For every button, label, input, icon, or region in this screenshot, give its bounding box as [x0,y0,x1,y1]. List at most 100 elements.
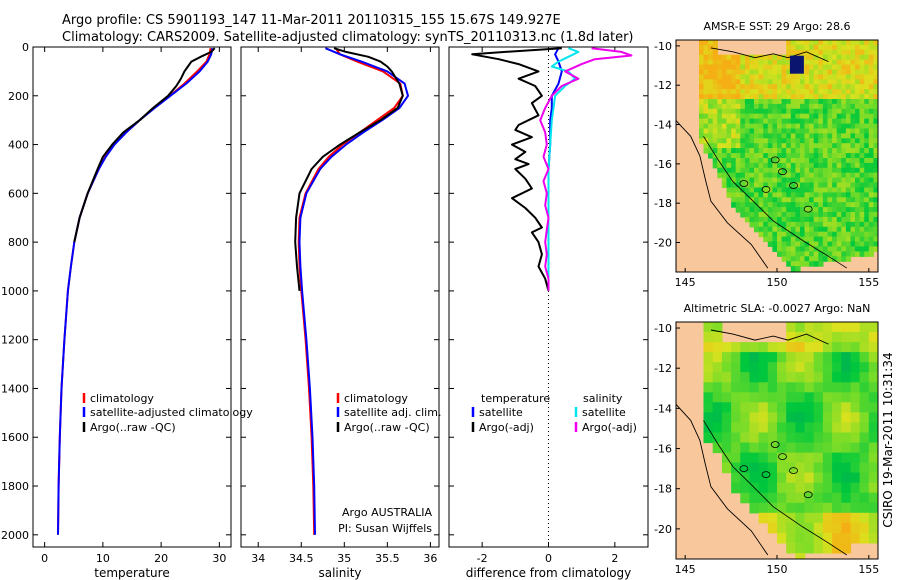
sst-map-cell [777,192,783,198]
sst-map-cell [855,167,861,174]
sla-map-cell [740,412,751,423]
sla-map-cell [841,352,852,363]
sst-map-cell [772,216,778,223]
sst-map-cell [850,251,856,257]
sst-map-cell [813,158,819,164]
sst-map-cell [841,49,847,56]
sst-map-cell [795,216,801,223]
sst-map-cell [731,128,737,134]
sst-map-cell [822,118,829,125]
sst-map-cell [772,59,778,66]
sst-map-cell [813,187,819,193]
sla-map-cell [786,352,796,363]
sst-map-cell [735,108,741,115]
sst-map-cell [790,246,796,252]
sst-map-cell [822,59,829,66]
sst-map-cell [744,108,751,115]
sst-map-cell [809,108,815,115]
sst-map-cell [850,167,856,174]
sla-map-cell [749,472,760,484]
sst-map-cell [855,216,861,223]
sst-map-cell [731,172,737,179]
sst-map-cell [868,182,874,188]
sst-map-cell [763,84,769,90]
sla-map-cell [749,462,760,474]
sst-map-cell [841,207,847,213]
sst-map-cell [763,138,769,144]
sst-map-cell [767,103,773,110]
sst-map-cell [841,40,847,46]
sst-map-cell [822,113,829,120]
sst-map-cell [726,64,732,71]
sla-map-cell [777,412,787,423]
sst-map-cell [717,143,723,149]
sla-map-cell [749,362,760,373]
sst-map-cell [845,241,852,247]
sst-map-cell [726,143,732,149]
sst-map-cell [836,79,842,85]
sst-map-cell [721,99,728,105]
sst-map-cell [845,74,852,80]
salinity-legend-climatology-label: climatology [344,392,408,405]
sla-map-cell [795,452,806,464]
sst-map-cell [832,207,838,213]
sla-map-cell [777,422,787,433]
difference-xtick-label: -2 [477,552,488,565]
sst-map-cell [850,192,856,198]
sst-map-cell [749,89,755,95]
sst-map-cell [731,79,737,85]
sst-map-cell [864,197,870,203]
sla-map-cell [758,482,769,494]
sst-map-cell [859,212,865,218]
sst-map-cell [721,84,728,90]
sst-map-cell [873,236,878,243]
sla-map-cell [721,352,732,363]
sst-map-cell [790,226,796,233]
sla-map-cell [813,432,824,444]
sst-map-cell [845,103,852,110]
sla-map-cell [767,502,778,514]
sst-map-cell [868,202,874,208]
sst-map-cell [845,202,852,208]
sla-map-reef-outline [770,441,780,448]
sst-map-cell [873,123,878,130]
sst-map-cell [809,138,815,144]
sst-map-cell [781,94,787,100]
sst-map-cell [712,148,718,154]
sla-map-cell [822,442,833,454]
sla-map-cell [813,542,824,554]
sst-map-cell [781,212,787,218]
sst-map-cell [832,64,838,71]
sst-map-cell [804,143,810,149]
sla-map-cell [740,422,751,433]
sst-map-cell [827,246,833,252]
sst-map-cell [818,40,824,46]
sst-map-cell [809,103,815,110]
sst-map-cell [800,138,806,144]
sst-map-cell [841,113,847,120]
sla-map-cell [731,422,741,433]
temperature-xtick-label: 10 [96,552,110,565]
sst-map-cell [708,113,714,120]
sst-map-cell [855,231,861,238]
sst-map-cell [836,84,842,90]
sst-map-cell [731,108,737,115]
sst-map-cell [795,236,801,243]
sst-map-cell [827,256,833,262]
sla-map-cell [749,402,760,413]
sla-map-cell [749,412,760,423]
sst-map-cell [850,177,856,184]
sst-map-cell [712,59,718,66]
sst-map-cell [790,148,796,154]
sst-map-cell [827,216,833,223]
sst-map-ytick-label: -16 [654,158,672,171]
sst-map-cell [868,236,874,243]
sst-map-cell [841,216,847,223]
sla-map-cell [804,392,815,403]
sst-map-cell [855,246,861,252]
sst-map-cell [781,84,787,90]
sla-map-cell [758,472,769,484]
sst-map-cell [800,202,806,208]
sst-map-cell [795,172,801,179]
sst-map-cell [827,143,833,149]
